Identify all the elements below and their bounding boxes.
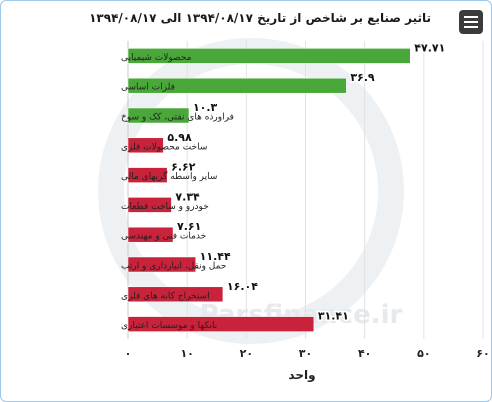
x-tick-label: ۵۰ [417, 347, 430, 360]
x-tick-label: ۴۰ [358, 347, 371, 360]
value-label: ۴۷.۷۱ [414, 41, 445, 54]
bar [127, 286, 224, 303]
x-tick-label: ۱۰ [180, 347, 193, 360]
value-labels: ۴۷.۷۱ ۳۶.۹ ۱۰.۳ ۵.۹۸ ۶.۶۲ ۷.۳۴ ۷.۶۱ ۱۱.۴۴ ۱۶.۰۴ ۳… [166, 40, 447, 324]
category-label: ساخت محصولات فلزی [121, 142, 207, 152]
value-label: ۷.۶۱ [177, 220, 201, 233]
bar [127, 226, 174, 243]
category-label: استخراج کانه های فلزی [121, 291, 210, 301]
bars [127, 48, 411, 332]
category-label: خدمات فنی و مهندسی [121, 232, 206, 242]
category-label: فراورده های نفتی، کک و سوخ [121, 113, 234, 123]
bar [127, 48, 411, 64]
value-label: ۶.۶۲ [171, 161, 196, 174]
value-label: ۷.۳۴ [175, 190, 200, 203]
category-labels: محصولات شیمیایی فلزات اساسی فراورده های نف… [121, 53, 234, 331]
x-tick-label: ۲۰ [240, 347, 253, 360]
chart-header: تاثیر صنایع بر شاخص از تاریخ ۱۳۹۴/۰۸/۱۷ … [1, 1, 491, 41]
x-tick-label: ۳۰ [299, 347, 312, 360]
bar [127, 316, 315, 332]
bar [127, 167, 168, 183]
category-label: حمل ونقل، انبارداری و ارتب [121, 262, 226, 272]
category-label: سایر واسطه گریهای مالی [121, 170, 217, 182]
value-label: ۳۱.۴۱ [318, 310, 349, 323]
bar [127, 107, 190, 124]
chart-title: تاثیر صنایع بر شاخص از تاریخ ۱۳۹۴/۰۸/۱۷ … [89, 11, 431, 25]
value-label: ۱۰.۳ [193, 101, 218, 114]
value-label: ۱۶.۰۴ [227, 280, 258, 293]
category-label: خودرو و ساخت قطعات [121, 202, 209, 212]
category-label: بانکها و موسسات اعتباری [121, 321, 217, 331]
x-tick-label: ۰ [125, 347, 132, 360]
bar [127, 77, 347, 94]
hamburger-menu-icon[interactable] [459, 10, 483, 34]
category-label: محصولات شیمیایی [121, 53, 192, 63]
x-axis-label: واحد [288, 368, 315, 383]
value-label: ۳۶.۹ [350, 71, 375, 84]
bar [127, 137, 164, 154]
category-label: فلزات اساسی [121, 83, 175, 93]
bar [127, 197, 172, 213]
bar [127, 256, 196, 273]
x-tick-label: ۶۰ [476, 347, 489, 360]
value-label: ۵.۹۸ [167, 131, 192, 144]
value-label: ۱۱.۴۴ [200, 250, 231, 263]
x-axis-ticks: ۰ ۱۰ ۲۰ ۳۰ ۴۰ ۵۰ ۶۰ [125, 347, 490, 360]
